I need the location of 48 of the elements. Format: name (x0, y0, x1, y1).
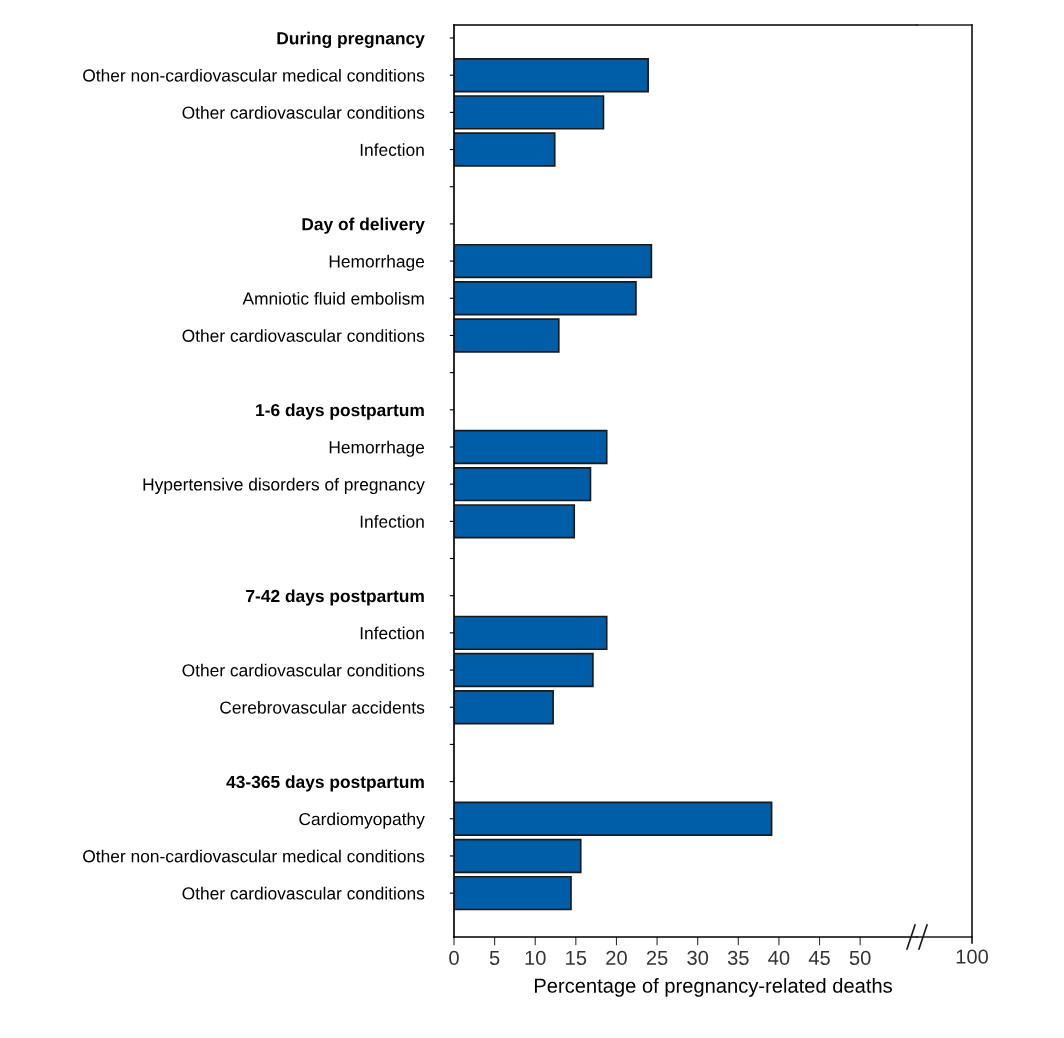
x-tick-label: 40 (768, 950, 790, 965)
bar (454, 429, 608, 465)
x-tick-label: 25 (646, 950, 668, 965)
bar (454, 95, 605, 130)
text: 100 (956, 949, 989, 964)
bar (454, 243, 653, 279)
y-tick-label: Hemorrhage (329, 440, 425, 457)
x-tick-label: 45 (808, 950, 830, 965)
y-tick-label: Other cardiovascular conditions (182, 886, 425, 900)
x-tick-label: 5 (489, 950, 500, 965)
bar (454, 801, 773, 836)
x-tick-label: 30 (687, 950, 709, 965)
bar (454, 875, 572, 911)
bar (454, 466, 592, 502)
bar (454, 615, 608, 651)
y-tick-label: Other cardiovascular conditions (182, 106, 425, 119)
x-tick-label: 20 (606, 950, 627, 965)
y-tick-label: Infection (360, 626, 424, 640)
y-tick-label: Other non-cardiovascular medical conditions (83, 68, 425, 82)
y-tick-label: Infection (360, 143, 424, 157)
bar (454, 318, 560, 353)
x-tick-label: 0 (449, 950, 459, 965)
x-axis-title: Percentage of pregnancy-related deaths (534, 978, 892, 997)
y-tick-label: Hypertensive disorders of pregnancy (143, 477, 425, 495)
y-tick-label: Cardiomyopathy (299, 812, 425, 829)
y-tick-label: During pregnancy (277, 31, 425, 48)
y-tick-label: Cerebrovascular accidents (220, 700, 425, 714)
y-tick-label: Day of delivery (302, 217, 425, 234)
y-tick-label: 43-365 days postpartum (226, 775, 424, 792)
y-tick-label: Amniotic fluid embolism (242, 291, 424, 305)
bar (454, 838, 582, 874)
x-tick-label: 50 (849, 950, 871, 965)
bar (454, 57, 649, 93)
bar (454, 132, 556, 167)
x-tick-label: 15 (566, 950, 587, 965)
y-tick-label: 1-6 days postpartum (256, 403, 424, 420)
y-tick-label: Hemorrhage (329, 254, 425, 271)
y-tick-label: Other cardiovascular conditions (182, 329, 425, 342)
bar (454, 690, 554, 725)
y-tick-label: Infection (360, 515, 424, 528)
bar (454, 281, 637, 316)
x-tick-label: 35 (727, 950, 749, 965)
bar (454, 504, 576, 539)
x-tick-label: 10 (525, 950, 546, 965)
y-tick-label: Other non-cardiovascular medical conditions (83, 849, 425, 863)
y-tick-label: Other cardiovascular conditions (182, 663, 425, 677)
y-tick-label: 7-42 days postpartum (246, 589, 424, 606)
bar (454, 652, 594, 688)
